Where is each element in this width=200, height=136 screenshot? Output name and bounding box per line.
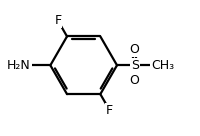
- Text: O: O: [130, 74, 140, 87]
- Text: F: F: [54, 14, 61, 27]
- Text: CH₃: CH₃: [151, 59, 174, 72]
- Text: S: S: [131, 59, 139, 72]
- Text: H₂N: H₂N: [7, 59, 31, 72]
- Text: F: F: [106, 103, 113, 117]
- Text: O: O: [130, 43, 140, 56]
